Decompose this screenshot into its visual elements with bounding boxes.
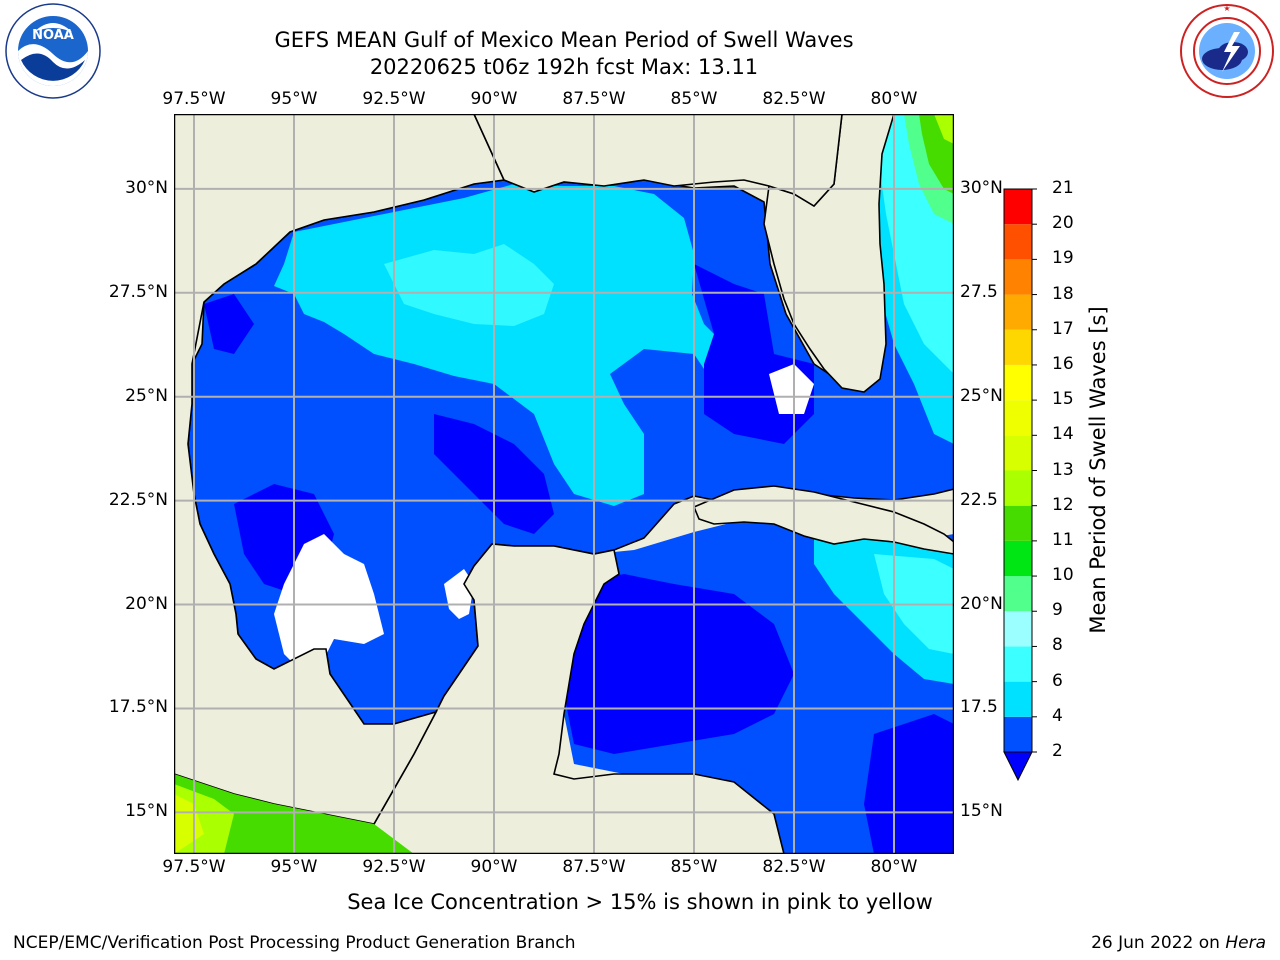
lat-tick-label-left: 27.5°N bbox=[108, 281, 168, 302]
lat-tick-label-right: 15°N bbox=[960, 801, 1003, 822]
colorbar bbox=[1003, 188, 1037, 782]
cuba-land bbox=[692, 485, 954, 555]
footer-host: Hera bbox=[1225, 933, 1266, 953]
lat-tick-label-right: 25°N bbox=[960, 385, 1003, 406]
colorbar-bin bbox=[1004, 435, 1032, 471]
lat-tick-label-left: 25°N bbox=[125, 385, 168, 406]
colorbar-tick-label: 18 bbox=[1052, 283, 1074, 304]
lon-tick-label-top: 97.5°W bbox=[162, 89, 226, 109]
colorbar-tick-label: 21 bbox=[1052, 178, 1074, 198]
colorbar-bin bbox=[1004, 259, 1032, 295]
colorbar-bin bbox=[1004, 646, 1032, 682]
lon-tick-label-bottom: 87.5°W bbox=[562, 857, 626, 877]
colorbar-bin bbox=[1004, 576, 1032, 612]
svg-text:★: ★ bbox=[1223, 4, 1230, 13]
colorbar-label: Mean Period of Swell Waves [s] bbox=[1086, 306, 1110, 634]
lon-tick-label-top: 80°W bbox=[870, 89, 918, 109]
colorbar-bin bbox=[1004, 400, 1032, 436]
caption: Sea Ice Concentration > 15% is shown in … bbox=[347, 890, 933, 914]
colorbar-tick-label: 15 bbox=[1052, 389, 1074, 410]
colorbar-tick-label: 13 bbox=[1052, 459, 1074, 480]
noaa-logo-text: NOAA bbox=[32, 28, 74, 43]
colorbar-bin bbox=[1004, 681, 1032, 717]
gulf-swell-under-2s-patch bbox=[204, 294, 254, 354]
no-data-region bbox=[769, 364, 814, 414]
lat-tick-label-right: 17.5 bbox=[960, 697, 998, 718]
colorbar-bin bbox=[1004, 329, 1032, 365]
mexico-land bbox=[174, 114, 506, 825]
lon-tick-label-bottom: 95°W bbox=[270, 857, 318, 877]
lat-tick-label-left: 30°N bbox=[125, 177, 168, 198]
footer-date-text: 26 Jun 2022 on bbox=[1091, 933, 1226, 953]
lat-tick-label-right: 22.5 bbox=[960, 489, 998, 510]
colorbar-bin bbox=[1004, 470, 1032, 506]
colorbar-tick-label: 12 bbox=[1052, 494, 1074, 515]
lon-tick-label-bottom: 92.5°W bbox=[362, 857, 426, 877]
lon-tick-label-top: 85°W bbox=[670, 89, 718, 109]
lat-tick-label-right: 27.5 bbox=[960, 281, 998, 302]
lon-tick-label-bottom: 97.5°W bbox=[162, 857, 226, 877]
colorbar-bin bbox=[1004, 224, 1032, 260]
colorbar-tick-label: 4 bbox=[1052, 705, 1063, 726]
colorbar-tick-label: 2 bbox=[1052, 741, 1063, 761]
colorbar-tick-label: 9 bbox=[1052, 600, 1063, 621]
colorbar-bin bbox=[1004, 716, 1032, 752]
lon-tick-label-top: 95°W bbox=[270, 89, 318, 109]
colorbar-under-extension bbox=[1003, 751, 1033, 782]
lon-tick-label-bottom: 85°W bbox=[670, 857, 718, 877]
noaa-logo: NOAA bbox=[5, 3, 101, 99]
colorbar-bin bbox=[1004, 540, 1032, 577]
lon-tick-label-bottom: 82.5°W bbox=[762, 857, 826, 877]
pacific-swell-13-14s bbox=[174, 794, 204, 854]
map-gridlines bbox=[174, 114, 954, 854]
lon-tick-label-bottom: 90°W bbox=[470, 857, 518, 877]
atlantic-swell-12-13s bbox=[934, 114, 954, 144]
lat-tick-label-left: 22.5°N bbox=[108, 489, 168, 510]
chart-subtitle: 20220625 t06z 192h fcst Max: 13.11 bbox=[369, 55, 759, 79]
lat-tick-label-right: 30°N bbox=[960, 177, 1003, 198]
colorbar-bin bbox=[1004, 611, 1032, 647]
colorbar-tick-label: 8 bbox=[1052, 635, 1063, 656]
lat-tick-label-left: 15°N bbox=[125, 801, 168, 822]
colorbar-bin bbox=[1004, 294, 1032, 330]
colorbar-tick-label: 11 bbox=[1052, 529, 1074, 550]
colorbar-tick-label: 16 bbox=[1052, 353, 1074, 374]
colorbar-tick-label: 10 bbox=[1052, 565, 1074, 586]
map-frame bbox=[174, 114, 954, 854]
colorbar-tick-label: 20 bbox=[1052, 213, 1074, 234]
colorbar-bin bbox=[1004, 189, 1032, 225]
lon-tick-label-top: 92.5°W bbox=[362, 89, 426, 109]
lon-tick-label-top: 82.5°W bbox=[762, 89, 826, 109]
lat-tick-label-right: 20°N bbox=[960, 593, 1003, 614]
lat-tick-label-left: 20°N bbox=[125, 593, 168, 614]
lat-tick-label-left: 17.5°N bbox=[108, 697, 168, 718]
nws-logo: ★ bbox=[1180, 4, 1274, 98]
chart-title: GEFS MEAN Gulf of Mexico Mean Period of … bbox=[274, 28, 854, 52]
gulf-swell-6-8s bbox=[384, 244, 554, 326]
colorbar-tick-label: 6 bbox=[1052, 670, 1063, 691]
footer-credit: NCEP/EMC/Verification Post Processing Pr… bbox=[13, 933, 576, 953]
lon-tick-label-bottom: 80°W bbox=[870, 857, 918, 877]
footer-date: 26 Jun 2022 on Hera bbox=[1091, 933, 1266, 953]
colorbar-tick-label: 17 bbox=[1052, 318, 1074, 339]
lon-tick-label-top: 87.5°W bbox=[562, 89, 626, 109]
caribbean-swell-under-2s bbox=[864, 714, 954, 854]
lon-tick-label-top: 90°W bbox=[470, 89, 518, 109]
colorbar-tick-label: 19 bbox=[1052, 248, 1074, 269]
map-panel bbox=[174, 114, 954, 854]
colorbar-tick-label: 14 bbox=[1052, 424, 1074, 445]
colorbar-bin bbox=[1004, 505, 1032, 541]
colorbar-bin bbox=[1004, 364, 1032, 401]
